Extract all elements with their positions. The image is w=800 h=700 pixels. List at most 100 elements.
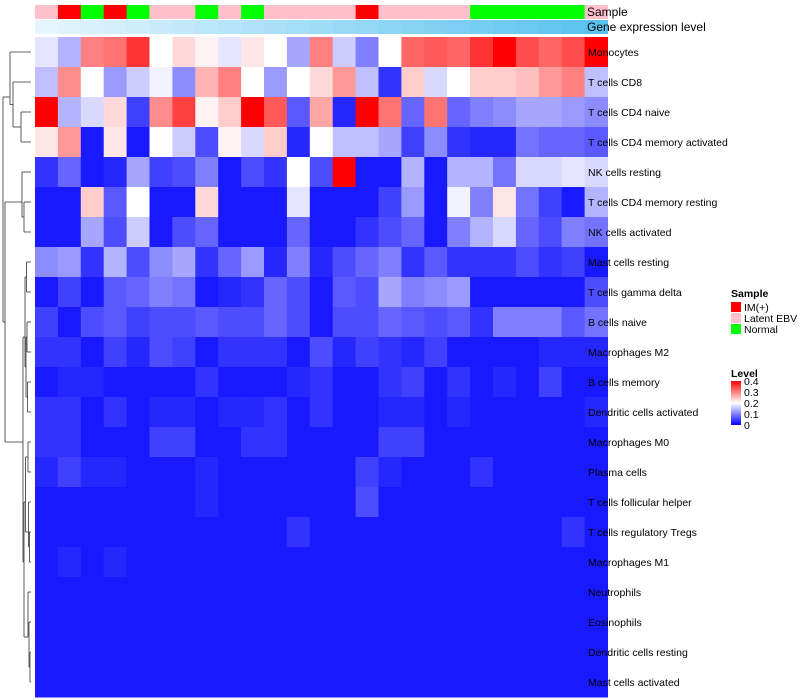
heatmap-cell <box>355 307 379 338</box>
heatmap-cell <box>561 487 586 518</box>
heatmap-cell <box>286 517 311 548</box>
heatmap-cell <box>80 67 105 98</box>
heatmap-cell <box>447 517 471 548</box>
heatmap-cell <box>493 67 517 98</box>
heatmap-cell <box>584 637 608 668</box>
heatmap-cell <box>515 517 540 548</box>
heatmap-cell <box>264 517 288 548</box>
heatmap-cell <box>424 607 448 638</box>
heatmap-cell <box>80 607 105 638</box>
heatmap-cell <box>424 157 448 188</box>
heatmap-cell <box>561 367 586 398</box>
heatmap-cell <box>470 547 494 578</box>
heatmap-cell <box>424 547 448 578</box>
heatmap-cell <box>126 427 150 458</box>
legend-tick-label: 0.1 <box>744 409 759 421</box>
heatmap-cell <box>332 217 357 248</box>
heatmap-cell <box>241 157 265 188</box>
heatmap-cell <box>126 157 150 188</box>
heatmap-cell <box>401 277 425 308</box>
heatmap-cell <box>538 427 563 458</box>
heatmap-cell <box>103 577 128 608</box>
heatmap-cell <box>126 577 150 608</box>
sample-annotation-cell <box>424 5 448 19</box>
heatmap-cell <box>332 397 357 428</box>
heatmap-cell <box>401 187 425 218</box>
heatmap-cell <box>401 487 425 518</box>
heatmap-cell <box>126 337 150 368</box>
heatmap-cell <box>309 547 334 578</box>
heatmap-cell <box>424 577 448 608</box>
heatmap-cell <box>35 637 59 668</box>
sample-annotation-track <box>35 5 608 19</box>
heatmap-cell <box>149 367 173 398</box>
heatmap-cell <box>584 607 608 638</box>
heatmap-cell <box>149 547 173 578</box>
heatmap-cell <box>57 397 82 428</box>
heatmap-cell <box>57 277 82 308</box>
heatmap-cell <box>264 37 288 68</box>
heatmap-cell <box>149 277 173 308</box>
heatmap-cell <box>264 307 288 338</box>
expression-annotation-cell <box>584 20 608 34</box>
heatmap-cell <box>424 187 448 218</box>
heatmap-cell <box>447 397 471 428</box>
heatmap-cell <box>35 577 59 608</box>
heatmap-cell <box>103 427 128 458</box>
heatmap-cell <box>584 367 608 398</box>
heatmap-cell <box>355 247 379 278</box>
heatmap-cell <box>401 307 425 338</box>
heatmap-cell <box>80 577 105 608</box>
heatmap-cell <box>218 157 242 188</box>
heatmap-cell <box>126 397 150 428</box>
row-label: Macrophages M2 <box>588 347 669 359</box>
heatmap-cell <box>195 667 219 698</box>
heatmap-cell <box>195 487 219 518</box>
heatmap-cell <box>447 157 471 188</box>
heatmap-cell <box>515 307 540 338</box>
sample-annotation-cell <box>584 5 608 19</box>
heatmap-cell <box>493 247 517 278</box>
heatmap-cell <box>401 97 425 128</box>
heatmap-cell <box>218 397 242 428</box>
heatmap-cell <box>447 487 471 518</box>
heatmap-cell <box>149 637 173 668</box>
heatmap-cell <box>355 217 379 248</box>
heatmap-cell <box>218 127 242 158</box>
heatmap-cell <box>195 607 219 638</box>
heatmap-cell <box>103 637 128 668</box>
heatmap-cell <box>286 37 311 68</box>
heatmap-cell <box>35 127 59 158</box>
heatmap-cell <box>309 667 334 698</box>
heatmap-cell <box>286 67 311 98</box>
heatmap-cell <box>332 577 357 608</box>
legend-level-title: Level <box>731 368 758 380</box>
heatmap-cell <box>264 187 288 218</box>
heatmap-cell <box>447 127 471 158</box>
heatmap-cell <box>103 277 128 308</box>
legend-entry-label: Normal <box>744 324 778 336</box>
legend-tick-label: 0.4 <box>744 376 759 388</box>
heatmap-cell <box>309 307 334 338</box>
heatmap-cell <box>241 427 265 458</box>
heatmap-cell <box>584 247 608 278</box>
row-label: T cells gamma delta <box>588 287 682 299</box>
heatmap-cell <box>126 307 150 338</box>
heatmap-cell <box>584 217 608 248</box>
heatmap-cell <box>447 37 471 68</box>
heatmap-cell <box>355 97 379 128</box>
sample-annotation-cell <box>126 5 150 19</box>
heatmap-cell <box>309 487 334 518</box>
heatmap-cell <box>195 307 219 338</box>
heatmap-cell <box>378 187 402 218</box>
heatmap-cell <box>515 667 540 698</box>
heatmap-cell <box>424 217 448 248</box>
heatmap-cell <box>401 547 425 578</box>
heatmap-cell <box>584 127 608 158</box>
heatmap-cell <box>401 577 425 608</box>
heatmap-cell <box>149 397 173 428</box>
heatmap-cell <box>378 577 402 608</box>
legend-level-colorbar <box>731 381 741 425</box>
heatmap-cell <box>355 157 379 188</box>
heatmap-cell <box>332 427 357 458</box>
